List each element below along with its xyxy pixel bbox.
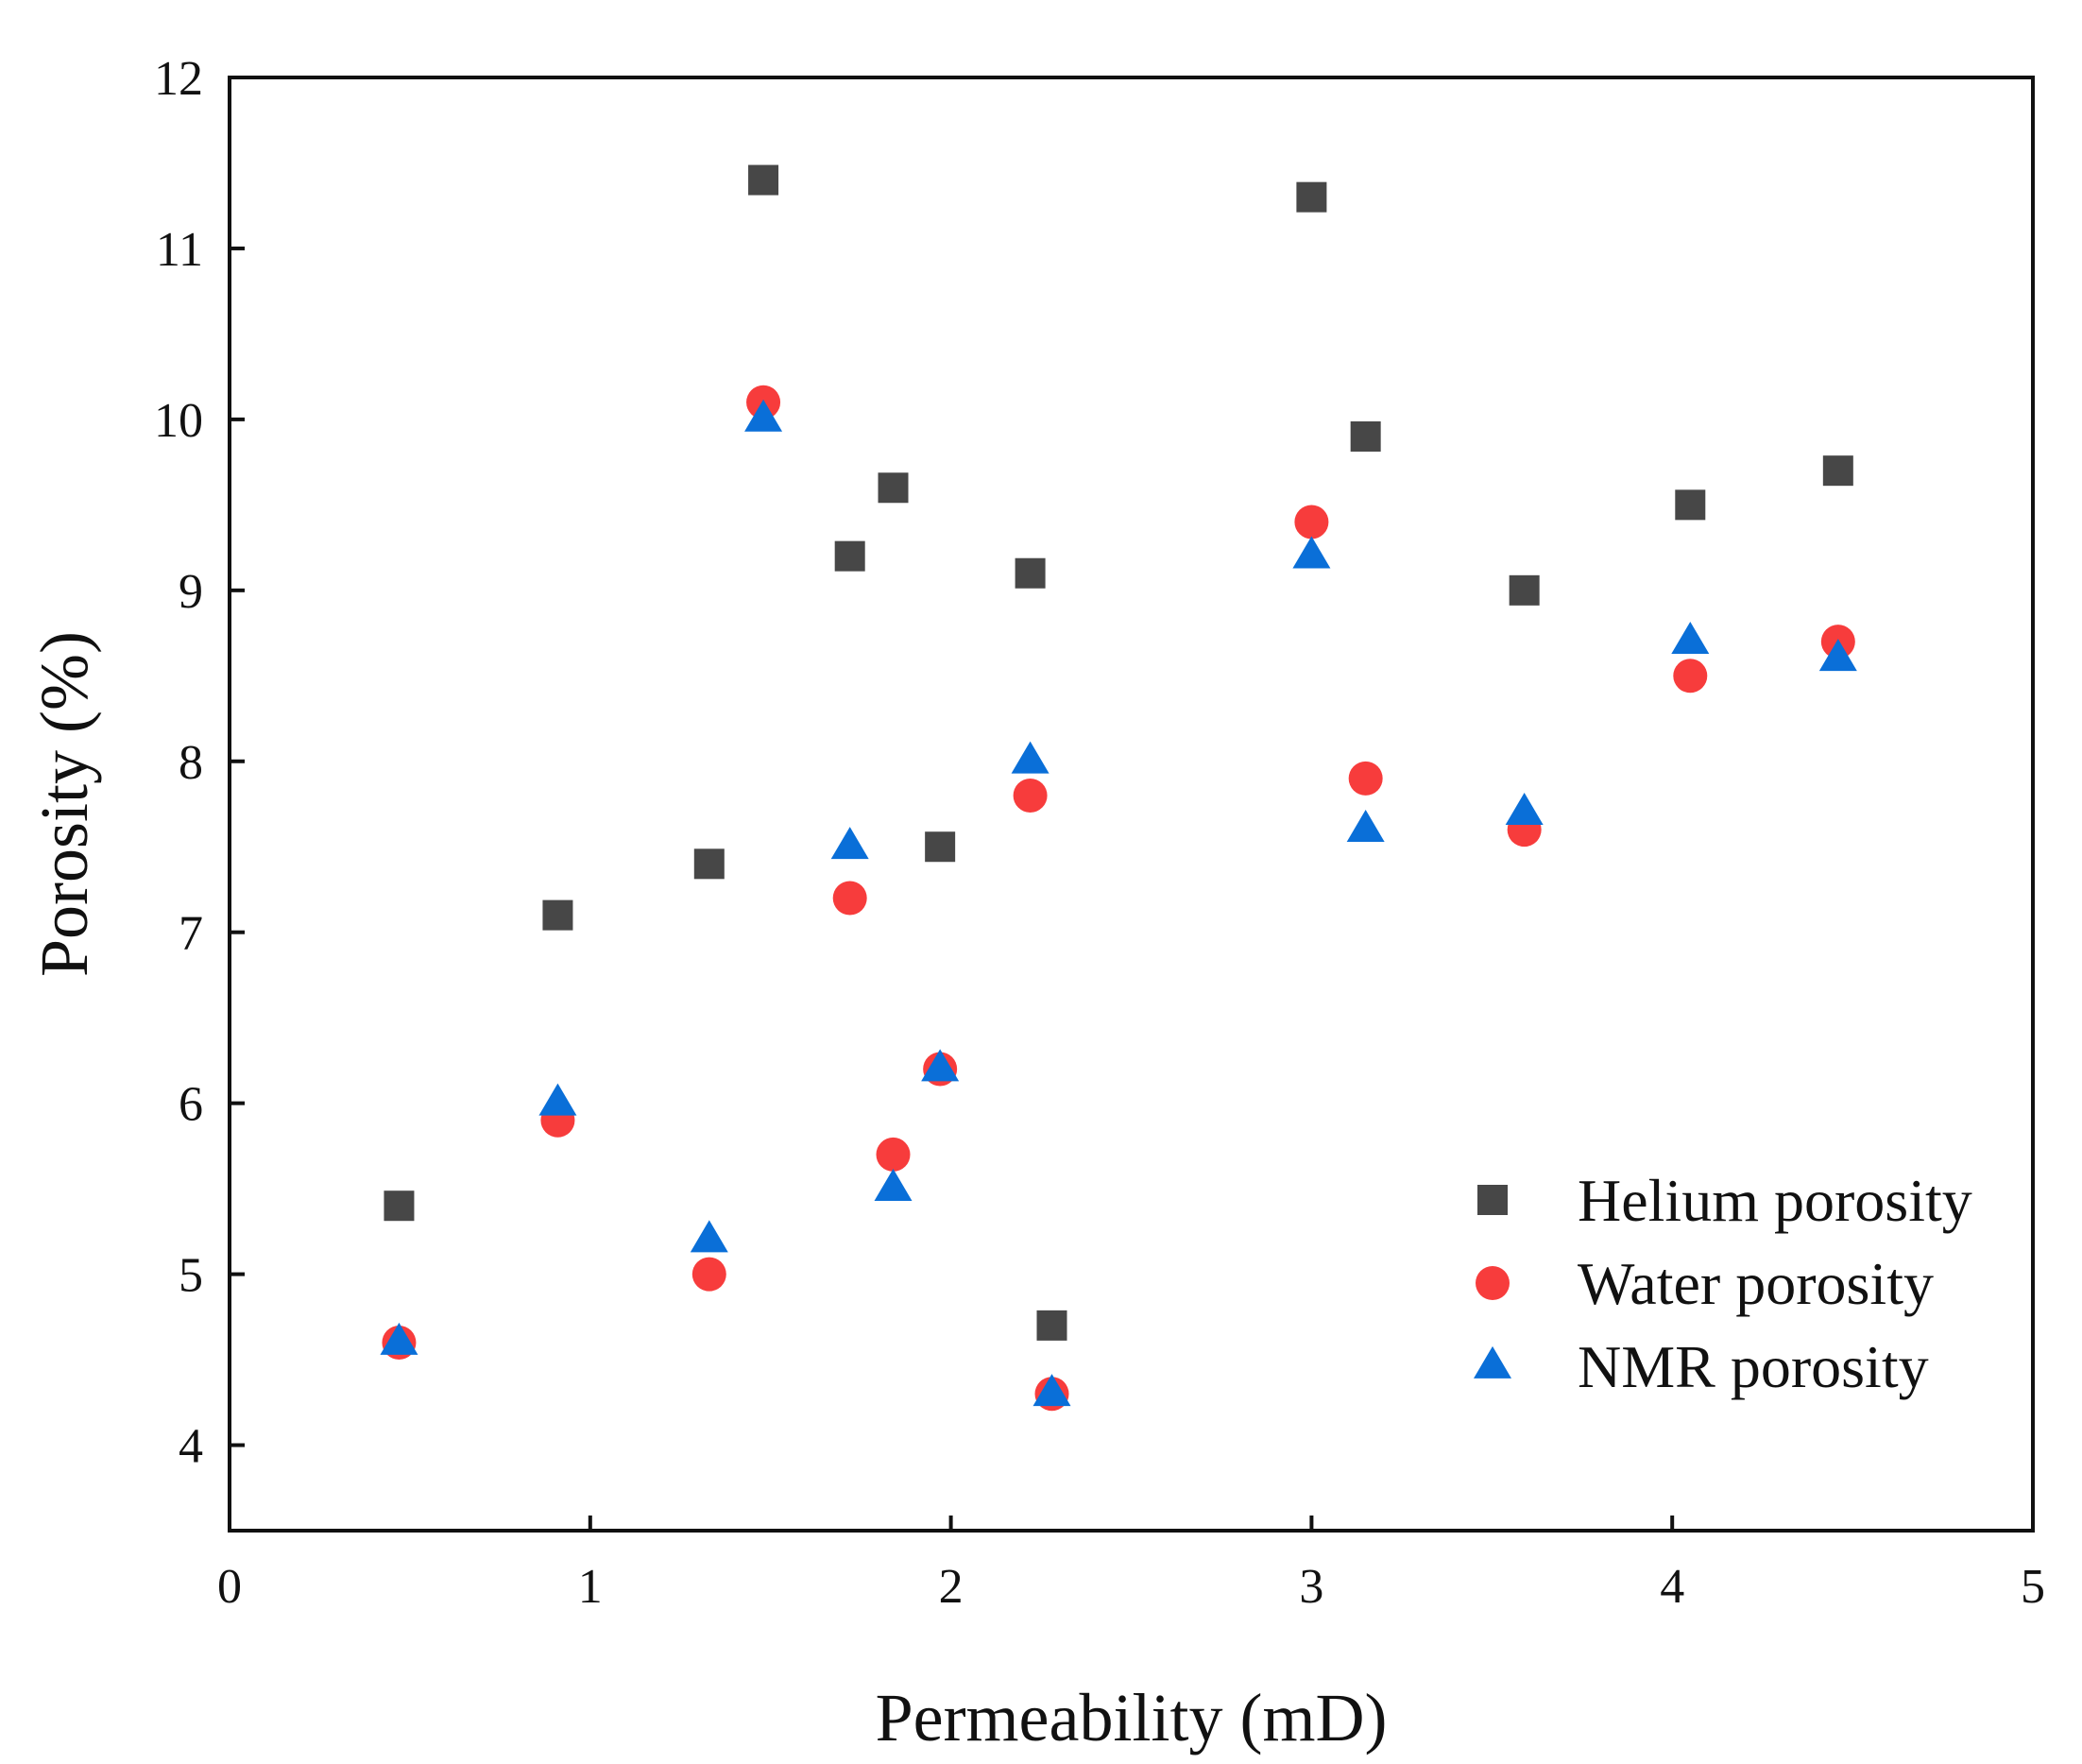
legend-marker-helium-porosity <box>1477 1185 1508 1215</box>
x-tick-label: 4 <box>1660 1560 1684 1614</box>
helium-porosity-point <box>1675 489 1706 521</box>
x-axis-ticks: 0 1 2 3 4 5 <box>217 1516 2045 1614</box>
helium-porosity-point <box>878 472 909 504</box>
nmr-porosity-point <box>1671 622 1710 655</box>
nmr-porosity-point <box>744 399 783 432</box>
y-tick-label: 10 <box>154 394 203 448</box>
water-porosity-point <box>1294 505 1329 539</box>
nmr-porosity-point <box>1011 741 1050 774</box>
water-porosity-point <box>1348 761 1383 796</box>
legend-item-water-porosity: Water porosity <box>1476 1250 1934 1317</box>
helium-porosity-point <box>1296 181 1327 213</box>
helium-porosity-point <box>542 899 573 931</box>
x-tick-label: 5 <box>2021 1560 2045 1614</box>
nmr-porosity-point <box>380 1322 418 1355</box>
helium-porosity-point <box>384 1190 415 1222</box>
helium-porosity-point <box>1015 557 1046 589</box>
plot-area <box>380 164 1857 1412</box>
helium-porosity-point <box>1509 574 1540 606</box>
legend-label: Water porosity <box>1578 1250 1934 1317</box>
nmr-porosity-point <box>1346 810 1385 843</box>
nmr-porosity-point <box>1818 639 1857 672</box>
helium-porosity-point <box>925 831 956 863</box>
y-tick-label: 9 <box>179 565 203 619</box>
legend-label: NMR porosity <box>1578 1333 1929 1400</box>
water-porosity-point <box>1673 659 1708 694</box>
nmr-porosity-point <box>921 1049 960 1082</box>
nmr-porosity-point <box>1032 1374 1071 1407</box>
x-axis-label: Permeability (mD) <box>876 1680 1388 1755</box>
y-tick-label: 6 <box>179 1078 203 1132</box>
helium-porosity-point <box>693 848 725 880</box>
x-tick-label: 2 <box>939 1560 964 1614</box>
helium-porosity-point <box>1350 420 1381 452</box>
y-axis-label: Porosity (%) <box>26 631 102 977</box>
y-tick-label: 4 <box>179 1420 203 1474</box>
helium-porosity-point <box>1822 455 1853 487</box>
water-porosity-point <box>1013 778 1048 813</box>
nmr-porosity-point <box>1292 536 1331 569</box>
helium-porosity-point <box>834 540 865 572</box>
y-tick-label: 11 <box>156 223 203 277</box>
nmr-porosity-point <box>1505 792 1544 825</box>
y-axis-ticks: 4 5 6 7 8 9 10 11 12 <box>154 52 245 1474</box>
series-helium-porosity <box>384 164 1853 1341</box>
nmr-porosity-point <box>830 827 869 860</box>
water-porosity-point <box>876 1137 911 1172</box>
nmr-porosity-point <box>690 1220 728 1253</box>
legend-label: Helium porosity <box>1578 1167 1972 1234</box>
x-tick-label: 3 <box>1299 1560 1323 1614</box>
legend-item-helium-porosity: Helium porosity <box>1477 1167 1972 1234</box>
legend: Helium porosity Water porosity NMR porosit… <box>1474 1167 1972 1400</box>
legend-marker-nmr-porosity <box>1474 1345 1511 1379</box>
y-tick-label: 7 <box>179 907 203 961</box>
water-porosity-point <box>832 881 867 916</box>
helium-porosity-point <box>1036 1310 1067 1341</box>
nmr-porosity-point <box>538 1083 577 1116</box>
series-nmr-porosity <box>380 399 1857 1407</box>
legend-item-nmr-porosity: NMR porosity <box>1474 1333 1929 1400</box>
water-porosity-point <box>691 1257 726 1292</box>
y-tick-label: 8 <box>179 736 203 790</box>
x-tick-label: 0 <box>217 1560 242 1614</box>
y-tick-label: 5 <box>179 1249 203 1303</box>
nmr-porosity-point <box>874 1169 913 1202</box>
y-tick-label: 12 <box>154 52 203 106</box>
helium-porosity-point <box>748 164 779 196</box>
legend-marker-water-porosity <box>1476 1266 1510 1300</box>
x-tick-label: 1 <box>578 1560 603 1614</box>
plot-frame <box>228 76 2035 1533</box>
